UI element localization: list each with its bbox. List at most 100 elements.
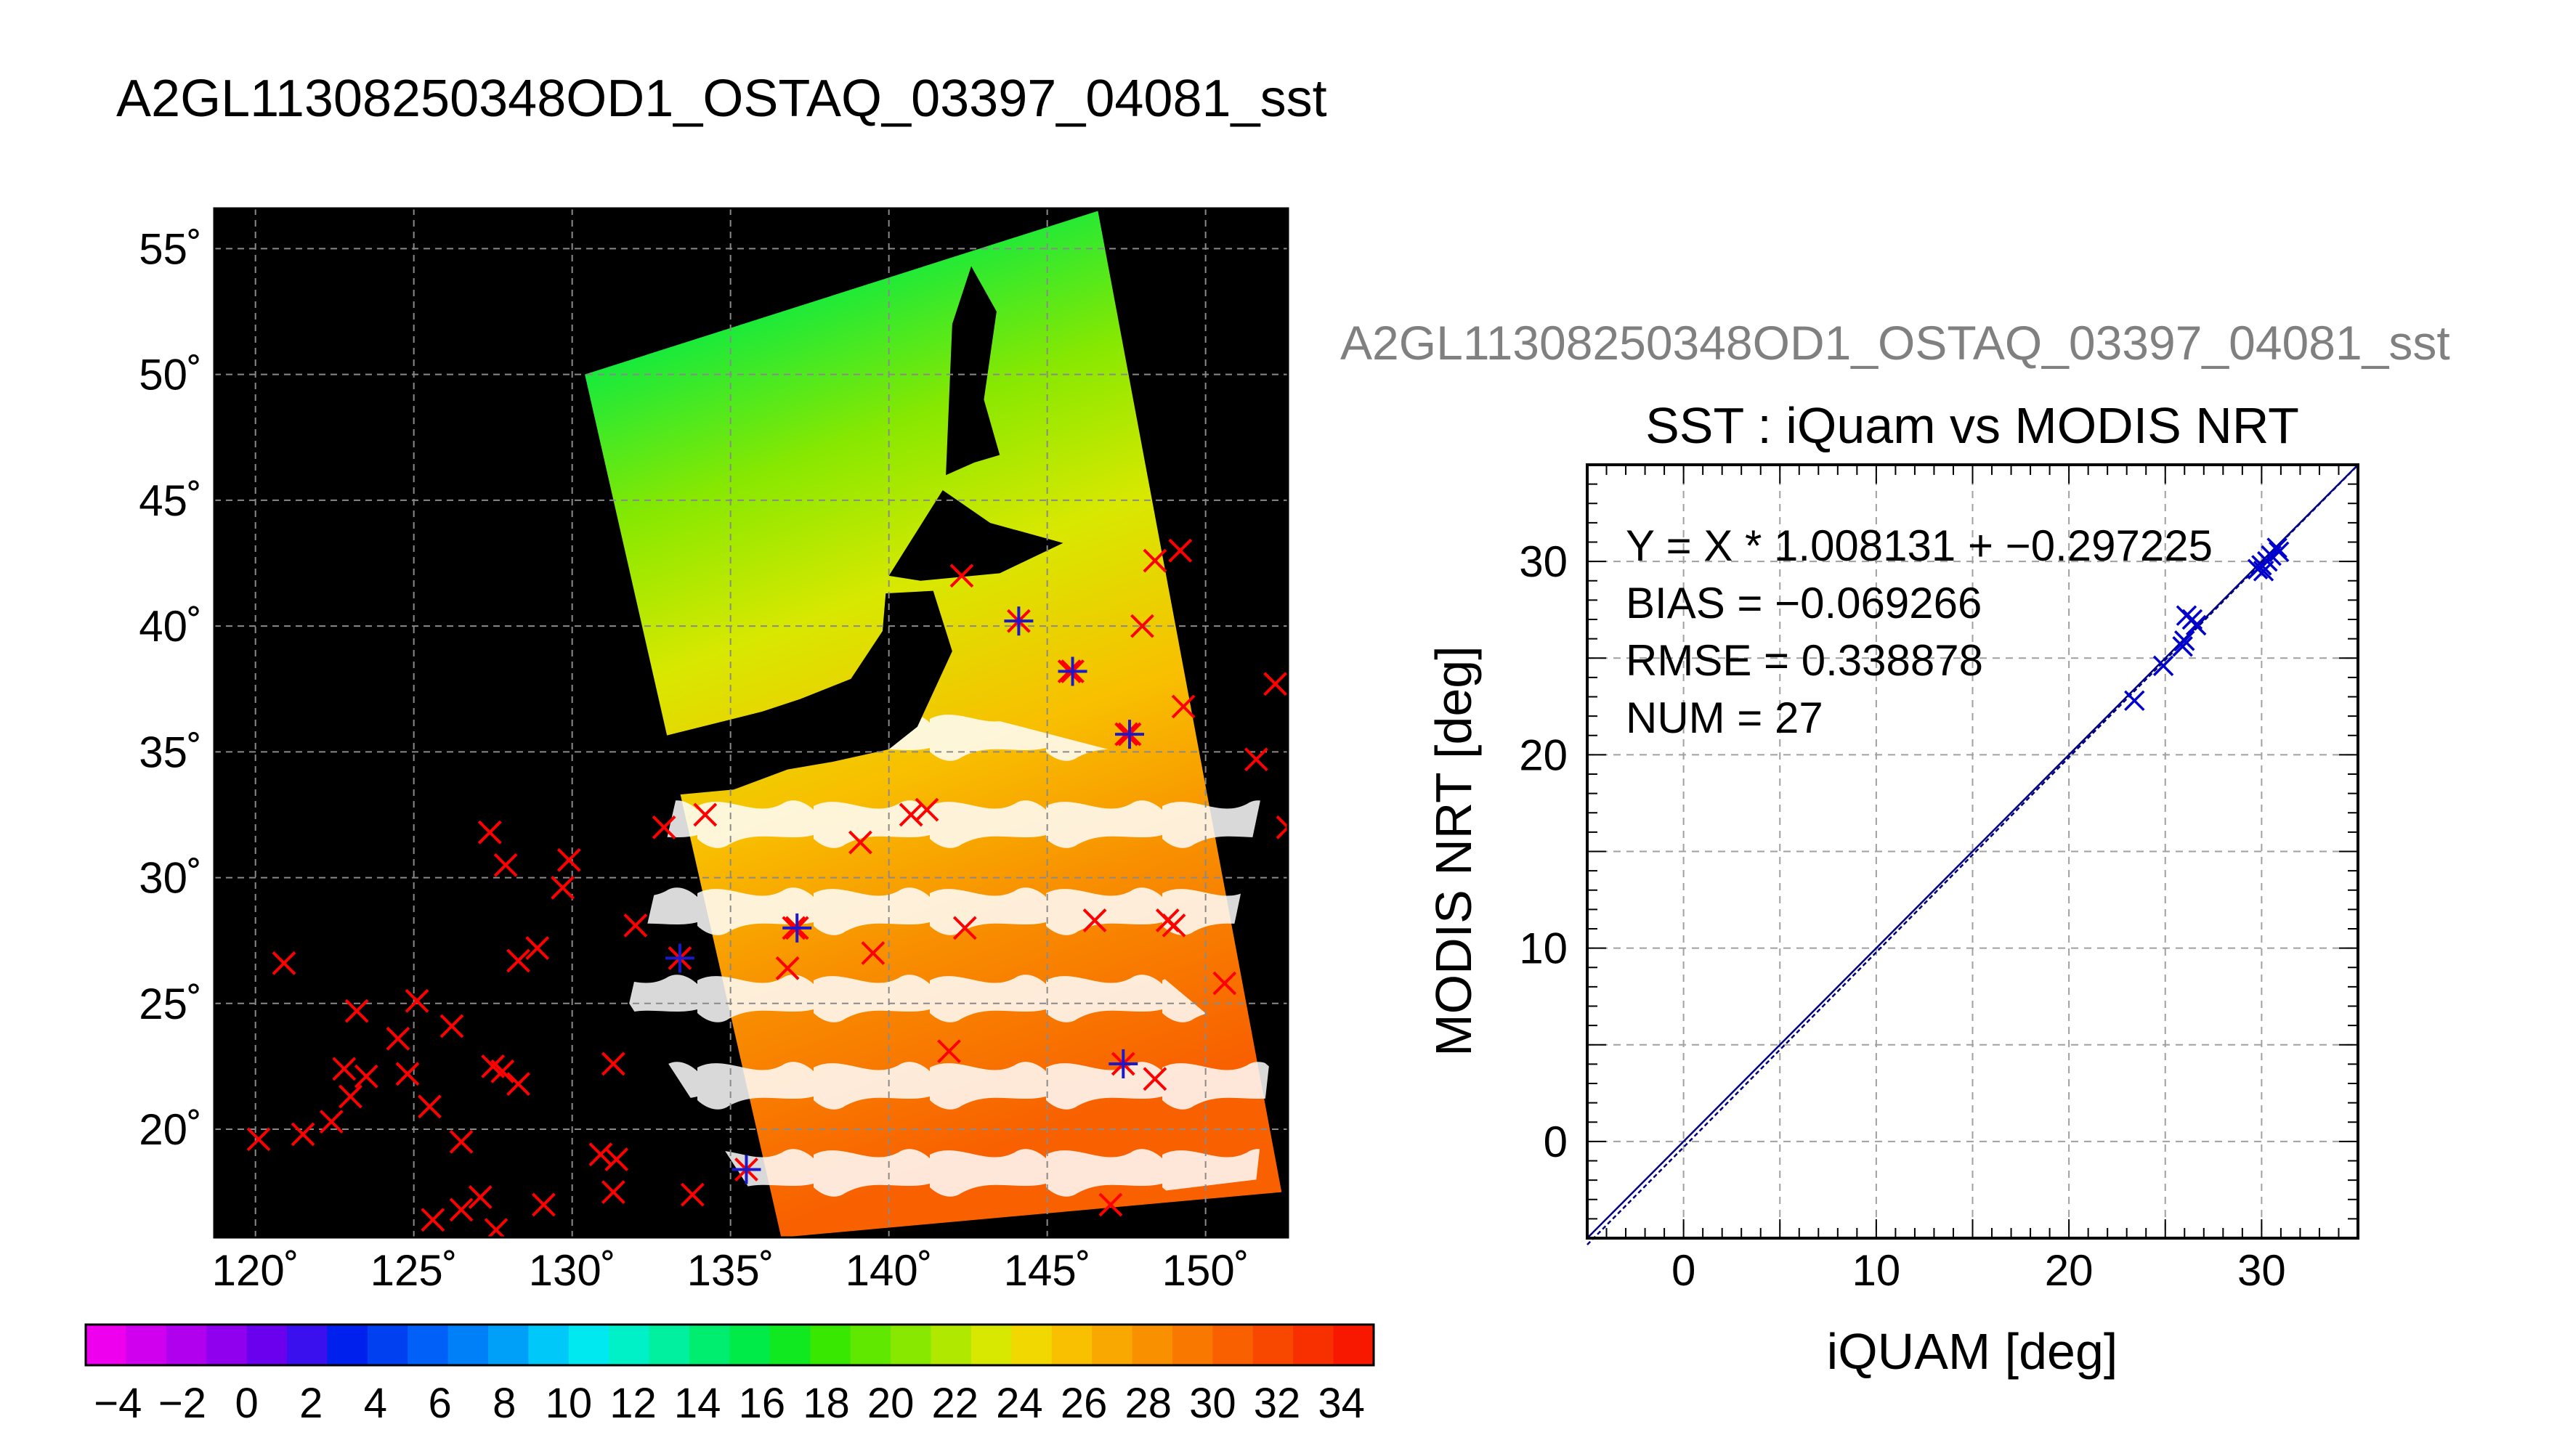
in-situ-marker [332, 1057, 357, 1081]
land-mask-sakhalin [946, 266, 1000, 476]
scatter-y-tick-label: 30 [1519, 537, 1568, 586]
colorbar-cell [86, 1325, 127, 1365]
colorbar-cell [408, 1325, 449, 1365]
colorbar-tick-label: 10 [546, 1380, 593, 1427]
in-situ-marker [1263, 672, 1287, 696]
colorbar-cell [1293, 1325, 1334, 1365]
colorbar-cell [1132, 1325, 1173, 1365]
colorbar-cell [810, 1325, 851, 1365]
scatter-y-ticks: 0 10 20 30 [1519, 537, 1568, 1166]
in-situ-marker [246, 1127, 271, 1152]
scatter-point [2269, 541, 2290, 563]
colorbar-tick-label: 16 [739, 1380, 786, 1427]
scatter-grid [1587, 465, 2358, 1238]
colorbar-cell [609, 1325, 650, 1365]
scatter-x-tick-label: 30 [2237, 1246, 2286, 1295]
in-situ-marker [439, 1014, 464, 1038]
scatter-point [2174, 630, 2195, 651]
in-situ-marker [899, 802, 923, 827]
scatter-frame [1586, 463, 2359, 1240]
map-frame [213, 207, 1289, 1239]
scatter-subtitle: A2GL11308250348OD1_OSTAQ_03397_04081_sst [1340, 316, 2450, 370]
scatter-annotation: Y = X * 1.008131 + −0.297225 [1626, 521, 2213, 570]
colorbar-cell [1252, 1325, 1294, 1365]
colorbar-tick-label: 24 [996, 1380, 1043, 1427]
colorbar-tick-label: 12 [609, 1380, 657, 1427]
colorbar-cell [327, 1325, 368, 1365]
scatter-point [2124, 690, 2145, 712]
scatter-point [2176, 605, 2197, 626]
colorbar-tick-label: 8 [493, 1380, 516, 1427]
colorbar-tick-label: 14 [674, 1380, 721, 1427]
regression-line [1586, 464, 2359, 1245]
map-x-tick-label: 135˚ [687, 1246, 774, 1295]
scatter-x-tick-label: 0 [1671, 1246, 1695, 1295]
land-mask-korea [445, 654, 554, 768]
colorbar-frame [84, 1323, 1375, 1367]
in-situ-markers [246, 538, 1288, 1237]
map-x-tick-label: 140˚ [846, 1246, 933, 1295]
scatter-x-tick-label: 10 [1852, 1246, 1901, 1295]
scatter-x-tick-label: 20 [2045, 1246, 2094, 1295]
scatter-points [2124, 537, 2290, 712]
in-situ-marker [339, 1084, 362, 1109]
in-situ-marker [556, 847, 581, 872]
in-situ-marker [468, 1185, 493, 1209]
colorbar-cell [287, 1325, 328, 1365]
colorbar-tick-label: 4 [364, 1380, 387, 1427]
colorbar-cell [729, 1325, 771, 1365]
in-situ-marker [680, 1182, 705, 1207]
in-situ-marker [1143, 1067, 1167, 1091]
in-situ-marker [395, 1062, 420, 1086]
in-situ-marker [1244, 747, 1268, 772]
colorbar-tick-label: 32 [1254, 1380, 1301, 1427]
scatter-panel: A2GL11308250348OD1_OSTAQ_03397_04081_sst… [1340, 316, 2450, 1380]
map-x-ticks: 120˚ 125˚ 130˚ 135˚ 140˚ 145˚ 150˚ [212, 1246, 1249, 1295]
in-situ-marker [477, 820, 502, 845]
map-grid [214, 208, 1288, 1237]
scatter-point [2152, 655, 2174, 677]
in-situ-marker [481, 1054, 506, 1078]
map-x-tick-label: 120˚ [212, 1246, 299, 1295]
colorbar-cell [246, 1325, 288, 1365]
in-situ-marker [601, 1052, 625, 1076]
matchup-markers [665, 606, 1145, 1184]
colorbar-cell [1092, 1325, 1133, 1365]
in-situ-marker [775, 956, 800, 980]
colorbar-tick-label: 34 [1318, 1380, 1365, 1427]
colorbar-tick-label: 0 [235, 1380, 258, 1427]
map-y-tick-label: 35˚ [139, 728, 202, 776]
scatter-y-tick-label: 0 [1544, 1118, 1568, 1166]
colorbar-cell [689, 1325, 731, 1365]
colorbar-cell [769, 1325, 811, 1365]
colorbar-cell [1011, 1325, 1053, 1365]
in-situ-marker [490, 1059, 515, 1083]
in-situ-marker [272, 951, 296, 975]
map-y-tick-label: 45˚ [139, 476, 202, 525]
colorbar-tick-label: 18 [803, 1380, 850, 1427]
colorbar-tick-label: 2 [299, 1380, 323, 1427]
in-situ-marker [937, 1039, 961, 1064]
in-situ-marker [506, 1072, 530, 1097]
colorbar-cell [528, 1325, 570, 1365]
in-situ-marker [493, 853, 518, 877]
colorbar-cell [649, 1325, 690, 1365]
map-y-tick-label: 30˚ [139, 854, 202, 903]
colorbar: −4 −2 0 2 4 6 8 10 12 14 16 18 20 22 24 26 28 30 32 34 [84, 1323, 1375, 1427]
colorbar-cell [447, 1325, 489, 1365]
scatter-minor-ticks [1586, 464, 2359, 1239]
colorbar-cell [850, 1325, 891, 1365]
colorbar-cell [166, 1325, 207, 1365]
in-situ-marker [386, 1026, 410, 1051]
in-situ-marker [652, 815, 676, 839]
map-y-tick-label: 20˚ [139, 1105, 202, 1154]
scatter-point [2185, 614, 2207, 636]
in-situ-marker [1276, 825, 1288, 839]
colorbar-cell [126, 1325, 167, 1365]
scatter-point [2181, 609, 2203, 630]
scatter-x-label: iQUAM [deg] [1827, 1323, 2118, 1380]
colorbar-tick-label: 6 [428, 1380, 451, 1427]
scatter-point [2172, 636, 2193, 657]
